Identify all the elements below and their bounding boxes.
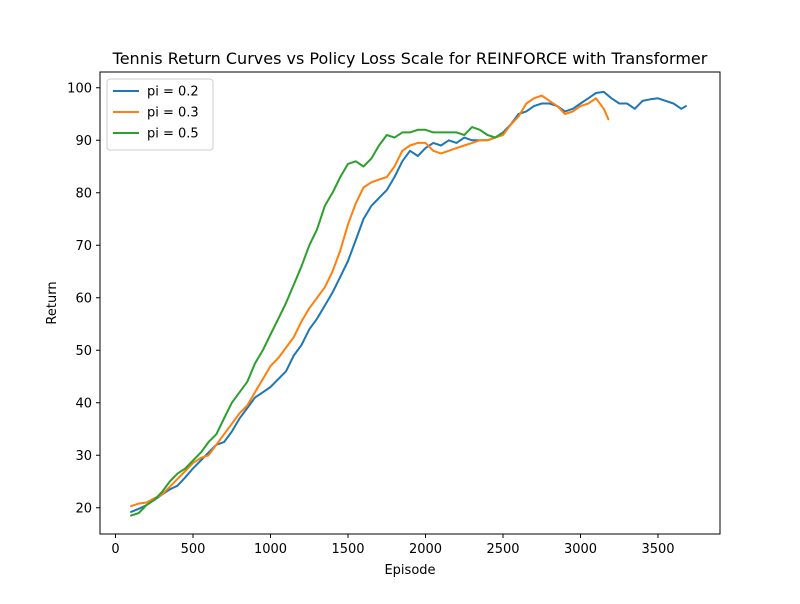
y-tick-label: 80 [75, 186, 92, 201]
series-line-3 [130, 126, 504, 517]
legend-label-3: pi = 0.5 [147, 127, 199, 142]
x-axis-ticks: 0 500 1000 1500 2000 2500 3000 3500 [111, 534, 675, 557]
legend: pi = 0.2 pi = 0.3 pi = 0.5 [106, 78, 214, 151]
x-tick-label: 3000 [564, 542, 597, 557]
y-tick-label: 50 [75, 344, 92, 359]
y-tick-label: 90 [75, 134, 92, 149]
y-tick-label: 40 [75, 396, 92, 411]
x-axis-label: Episode [384, 563, 435, 578]
x-tick-label: 2000 [409, 542, 442, 557]
axes-frame [99, 71, 721, 535]
y-tick-label: 60 [75, 291, 92, 306]
y-tick-label: 100 [67, 81, 92, 96]
legend-label-1: pi = 0.2 [147, 85, 199, 100]
x-tick-label: 1500 [331, 542, 364, 557]
legend-label-2: pi = 0.3 [147, 106, 199, 121]
series-line-1 [130, 90, 687, 513]
x-tick-label: 500 [181, 542, 206, 557]
y-axis-label: Return [45, 281, 60, 324]
y-tick-label: 70 [75, 239, 92, 254]
x-tick-label: 0 [111, 542, 119, 557]
x-tick-label: 2500 [486, 542, 519, 557]
y-tick-label: 30 [75, 449, 92, 464]
series-line-2 [130, 94, 610, 508]
chart-title: Tennis Return Curves vs Policy Loss Scal… [112, 49, 708, 68]
y-tick-label: 20 [75, 501, 92, 516]
x-tick-label: 1000 [254, 542, 287, 557]
plot-area [130, 90, 687, 517]
x-tick-label: 3500 [641, 542, 674, 557]
y-axis-ticks: 20 30 40 50 60 70 80 90 100 [67, 81, 100, 516]
